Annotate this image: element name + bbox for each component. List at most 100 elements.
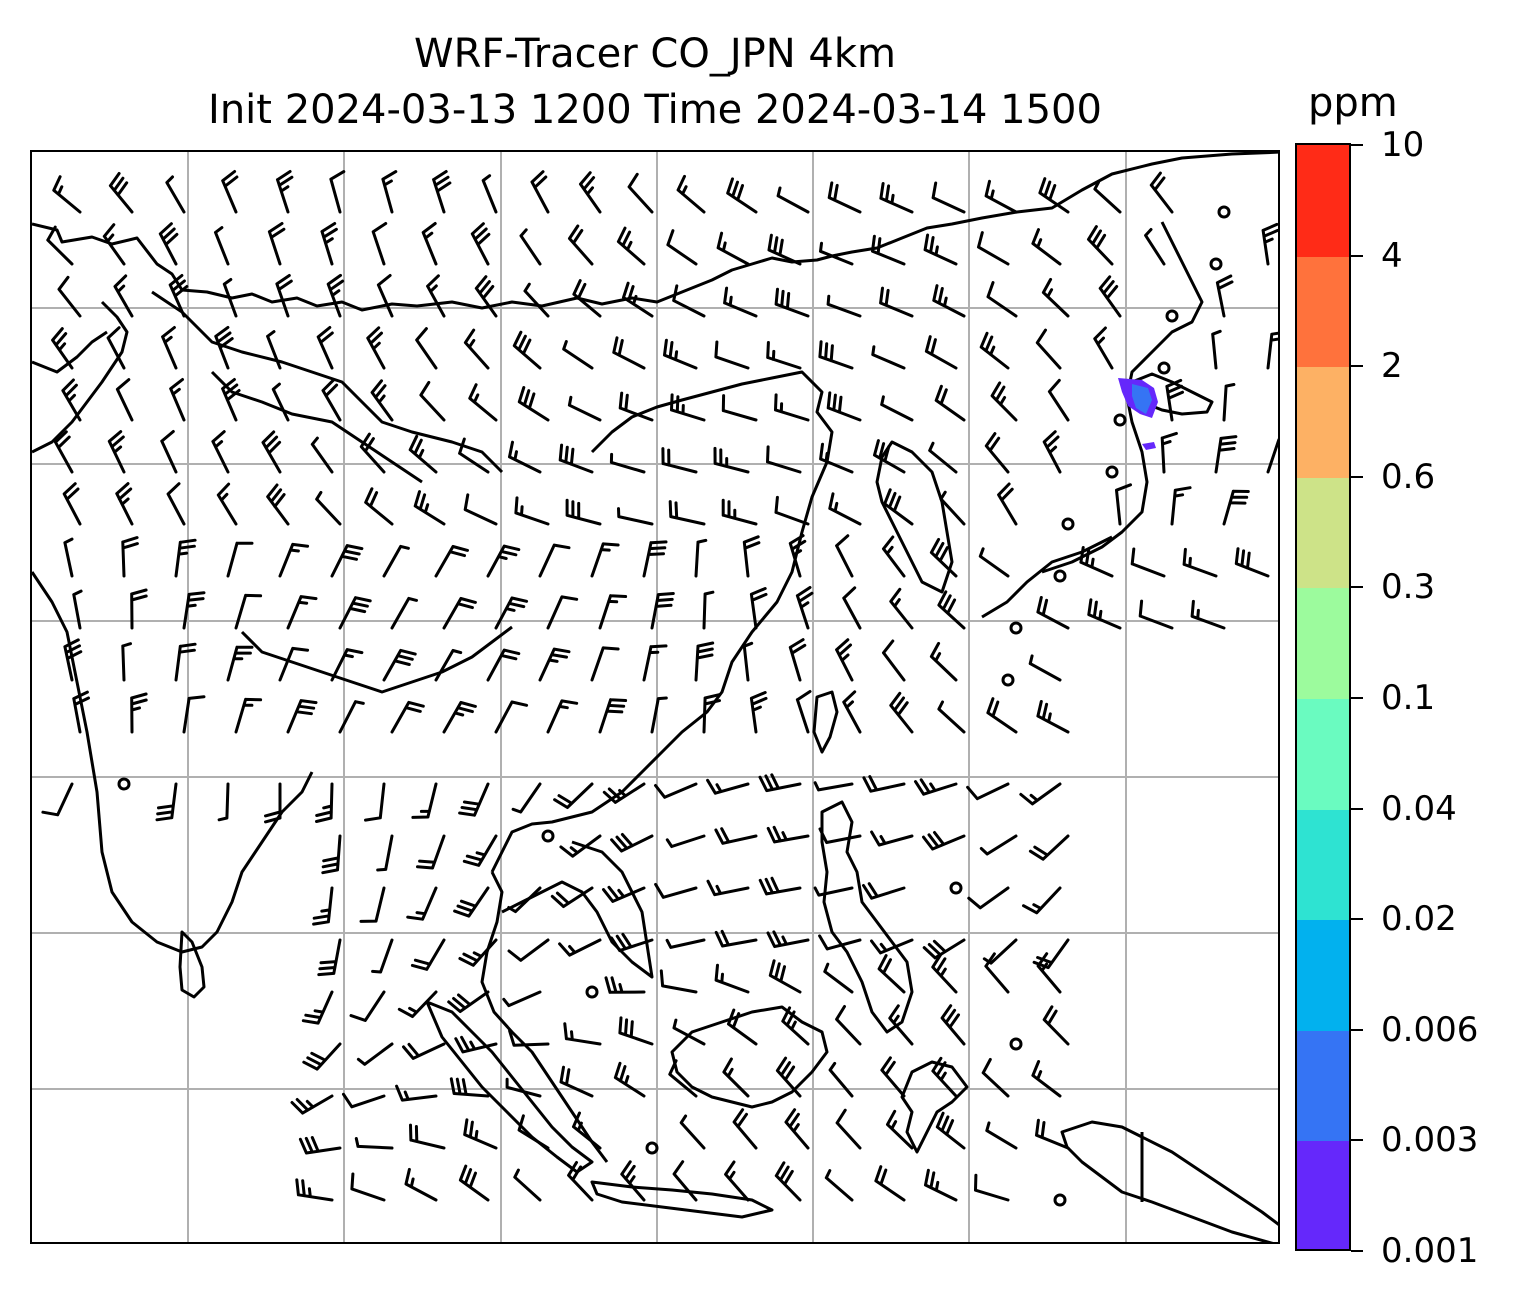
- wind-barb: [1019, 782, 1062, 806]
- wind-barb: [572, 279, 602, 318]
- wind-barb: [880, 395, 914, 422]
- wind-barb: [775, 1056, 802, 1098]
- wind-barb: [182, 695, 206, 734]
- wind-barb: [57, 275, 82, 318]
- wind-barb: [828, 1061, 854, 1098]
- wind-barb: [823, 962, 854, 994]
- colorbar-tick-label: 0.1: [1381, 678, 1436, 718]
- wind-barb: [795, 690, 812, 734]
- colorbar-segment: [1297, 145, 1349, 257]
- wind-barb: [366, 326, 386, 370]
- wind-barb: [364, 782, 386, 822]
- wind-barb: [924, 1168, 958, 1202]
- wind-barb: [513, 1168, 542, 1202]
- border-interior-2: [240, 625, 513, 694]
- wind-barb: [985, 1121, 1018, 1150]
- colorbar-tick-label: 0.3: [1381, 567, 1436, 608]
- wind-barb: [978, 547, 1010, 578]
- wind-barb: [617, 507, 654, 526]
- wind-barb: [286, 699, 318, 734]
- wind-barb: [922, 831, 966, 851]
- wind-barb: [714, 963, 750, 994]
- wind-barb: [784, 1108, 810, 1150]
- wind-barb: [538, 543, 571, 578]
- wind-barb: [115, 378, 134, 422]
- wind-barb: [937, 700, 966, 734]
- wind-barb: [726, 177, 758, 214]
- wind-barb: [52, 175, 82, 214]
- wind-barb: [984, 432, 1010, 474]
- colorbar-segment: [1297, 919, 1349, 1031]
- wind-barb: [397, 990, 438, 1018]
- colorbar-tick-label: 0.02: [1381, 899, 1457, 940]
- wind-barb: [997, 482, 1018, 526]
- wind-barb: [984, 179, 1018, 214]
- wind-barb: [1087, 598, 1122, 630]
- map-subtitle: Init 2024-03-13 1200 Time 2024-03-14 150…: [208, 87, 1102, 133]
- colorbar-tick: [1351, 144, 1363, 146]
- calm-wind-marker: [585, 985, 599, 999]
- wind-barb: [981, 1058, 1010, 1098]
- wind-barb: [928, 441, 958, 474]
- wind-barb: [1222, 489, 1250, 526]
- wind-barb: [1160, 431, 1178, 474]
- wind-barb: [713, 446, 750, 474]
- wind-barb: [382, 544, 410, 578]
- wind-barb: [558, 938, 602, 957]
- wind-barb: [395, 1084, 438, 1102]
- wind-barb: [234, 697, 263, 734]
- wind-barb: [929, 641, 958, 682]
- wind-barb: [507, 886, 542, 914]
- wind-barbs: [41, 170, 1278, 1207]
- wind-barb: [463, 493, 498, 526]
- wind-barb: [155, 782, 178, 822]
- wind-barb: [828, 492, 862, 526]
- wind-barb: [990, 381, 1018, 422]
- wind-barb: [121, 642, 132, 682]
- wind-barb: [650, 696, 668, 734]
- wind-barb: [967, 886, 1010, 910]
- wind-barb: [411, 782, 438, 819]
- wind-barb: [602, 885, 646, 903]
- wind-barb: [567, 395, 602, 422]
- colorbar-tick-label: 0.04: [1381, 788, 1457, 829]
- colorbar-unit: ppm: [1308, 80, 1398, 126]
- wind-barb: [883, 488, 914, 526]
- wind-barb: [494, 596, 529, 630]
- wind-barb: [517, 386, 550, 422]
- wind-barb: [266, 483, 290, 526]
- wind-barb: [1144, 228, 1166, 266]
- wind-barb: [1149, 171, 1174, 214]
- calm-wind-marker: [1009, 621, 1023, 635]
- colorbar-segment: [1297, 1029, 1349, 1142]
- wind-barb: [546, 699, 579, 734]
- wind-barb: [298, 1136, 342, 1155]
- wind-barb: [562, 340, 594, 370]
- wind-barb: [672, 1018, 706, 1046]
- wind-barb: [316, 326, 334, 370]
- wind-barb: [732, 1108, 758, 1150]
- wind-barb: [766, 445, 802, 474]
- wind-barb: [1042, 430, 1062, 474]
- wind-barb: [447, 990, 490, 1013]
- wind-barb: [458, 437, 490, 474]
- wind-barb: [519, 228, 542, 266]
- wind-barb: [330, 648, 364, 682]
- wind-barb: [616, 226, 646, 266]
- wind-barb: [115, 482, 134, 526]
- wind-barb: [984, 952, 1010, 994]
- wind-barb: [301, 990, 334, 1025]
- wind-barb: [234, 593, 263, 630]
- wind-barb: [931, 1056, 958, 1098]
- wind-barb: [835, 1005, 862, 1046]
- calm-wind-marker: [1009, 1037, 1023, 1051]
- wind-barb: [1182, 547, 1218, 578]
- calm-wind-marker: [1165, 309, 1179, 323]
- colorbar-tick: [1351, 1139, 1363, 1142]
- wind-barb: [315, 782, 334, 823]
- wind-barb: [931, 181, 966, 214]
- wind-barb: [174, 538, 197, 578]
- wind-barb: [914, 778, 958, 796]
- wind-barb: [1098, 275, 1122, 318]
- map-panel: [30, 150, 1280, 1244]
